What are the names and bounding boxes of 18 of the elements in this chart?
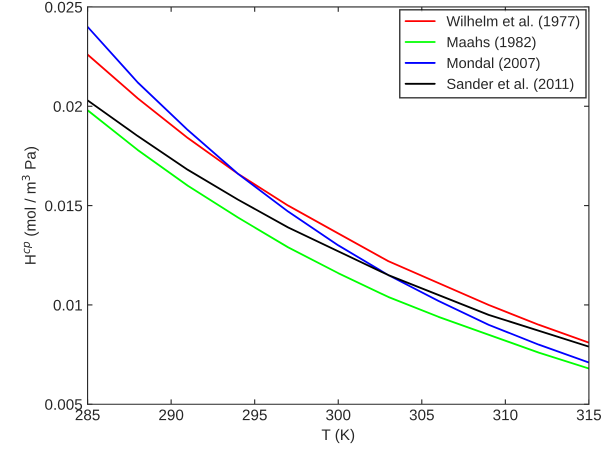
x-tick-label: 315 — [576, 410, 602, 420]
legend-label: Mondal (2007) — [448, 57, 540, 72]
y-axis-title: H$^{cp}$ (mol / m$^{3}$ Pa) — [22, 147, 39, 264]
y-tick-label: 0.025 — [45, 2, 82, 13]
legend-label: Maahs (1982) — [448, 36, 536, 50]
x-axis-title: T (K) — [322, 428, 354, 444]
y-tick-label: 0.005 — [45, 399, 82, 410]
x-tick-label: 285 — [76, 410, 100, 420]
legend-label: Wilhelm et al. (1977) — [446, 16, 580, 30]
y-tick-label: 0.015 — [45, 200, 82, 212]
x-tick-label: 300 — [326, 410, 350, 420]
legend-label: Sander et al. (2011) — [447, 78, 574, 92]
x-tick-label: 295 — [242, 410, 267, 420]
y-tick-label: 0.02 — [54, 101, 82, 112]
y-tick-label: 0.01 — [54, 300, 82, 311]
x-tick-label: 310 — [493, 410, 518, 420]
x-tick-label: 305 — [410, 410, 434, 420]
x-tick-label: 290 — [159, 410, 184, 420]
